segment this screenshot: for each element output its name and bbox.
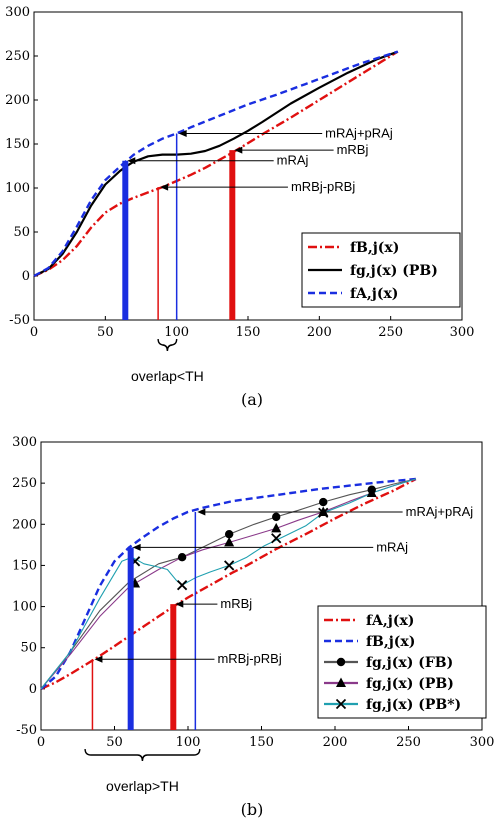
y-tick-label: 300 xyxy=(12,435,37,450)
annotation-label: mRAj+pRAj xyxy=(325,125,393,140)
data-point xyxy=(224,529,234,539)
x-tick-label: 300 xyxy=(450,325,475,340)
y-tick-label: 150 xyxy=(12,558,37,573)
legend-label: fA,j(x) xyxy=(350,286,398,302)
x-tick-label: 100 xyxy=(164,325,189,340)
annotation-arrow-head xyxy=(94,655,103,663)
x-tick-label: 300 xyxy=(470,735,495,750)
series-line-3 xyxy=(40,478,416,690)
annotation-arrow-head xyxy=(160,183,169,191)
x-tick-label: 0 xyxy=(30,325,38,340)
series-line-2 xyxy=(40,478,416,690)
annotation-arrow-head xyxy=(178,129,187,137)
chart-panel-b: 0 50 100 150 200 250 300-50050100150200250300m… xyxy=(12,435,494,819)
annotation-label: mRAj+pRAj xyxy=(406,504,474,519)
annotation-label: mRBj xyxy=(337,142,369,157)
legend-label: fB,j(x) xyxy=(366,634,415,650)
x-tick-label: 150 xyxy=(249,735,274,750)
overlap-brace xyxy=(157,338,178,352)
legend: fA,j(x) fB,j(x) fg,j(x) (FB) fg,j(x) (PB) fg… xyxy=(317,605,487,719)
data-point xyxy=(319,497,328,507)
annotation-arrow-head xyxy=(127,157,136,165)
y-tick-label: 50 xyxy=(20,641,37,656)
annotation-label: mRAj xyxy=(277,153,309,168)
data-point-stroke-b xyxy=(176,580,188,591)
data-point xyxy=(271,533,282,544)
x-tick-label: 0 xyxy=(37,735,45,750)
overlap-label: overlap>TH xyxy=(106,778,179,794)
legend-label: fA,j(x) xyxy=(366,613,414,629)
series-line-1 xyxy=(40,477,416,690)
legend-label: fB,j(x) xyxy=(350,240,399,256)
figure-caption: (a) xyxy=(241,390,263,409)
x-tick-label: 100 xyxy=(176,735,201,750)
legend-marker xyxy=(336,677,346,687)
y-tick-label: 0 xyxy=(22,269,30,284)
x-tick-label: 50 xyxy=(106,735,123,750)
y-tick-label: -50 xyxy=(16,723,37,738)
x-tick-label: 200 xyxy=(323,735,348,750)
figure-caption: (b) xyxy=(241,800,264,819)
legend-label: fg,j(x) (PB) xyxy=(366,676,454,692)
y-tick-label: 100 xyxy=(12,600,37,615)
data-point-stroke-b xyxy=(318,507,329,518)
x-tick-label: 200 xyxy=(307,325,332,340)
data-point-stroke-b xyxy=(224,560,235,571)
legend: fB,j(x) fg,j(x) (PB) fA,j(x) xyxy=(301,232,461,308)
overlap-brace xyxy=(84,748,201,762)
y-tick-label: 100 xyxy=(5,181,30,196)
legend-marker xyxy=(335,698,347,710)
x-tick-label: 250 xyxy=(378,325,403,340)
y-tick-label: 50 xyxy=(13,225,30,240)
annotation-label: mRBj xyxy=(220,596,252,611)
legend-label: fg,j(x) (PB*) xyxy=(366,697,461,713)
data-point xyxy=(176,580,188,591)
x-tick-label: 250 xyxy=(396,735,421,750)
annotation-label: mRBj-pRBj xyxy=(291,179,355,194)
annotation-label: mRBj-pRBj xyxy=(217,651,281,666)
series-line-0 xyxy=(33,50,399,278)
data-point xyxy=(271,522,282,533)
data-point xyxy=(366,487,377,498)
data-point xyxy=(272,512,281,522)
y-tick-label: 300 xyxy=(5,5,30,20)
y-tick-label: -50 xyxy=(9,313,30,328)
legend-marker-stroke-b xyxy=(335,698,347,710)
chart-panel-a: 0 50 100 150 200 250 300-50050100150200250300m… xyxy=(5,5,474,409)
y-tick-label: 250 xyxy=(5,49,30,64)
y-tick-label: 200 xyxy=(12,517,37,532)
annotation-arrow-head xyxy=(175,600,184,608)
y-tick-label: 0 xyxy=(29,682,37,697)
annotation-label: mRAj xyxy=(376,539,408,554)
y-tick-label: 250 xyxy=(12,476,37,491)
y-tick-label: 150 xyxy=(5,137,30,152)
series-line-2 xyxy=(33,50,399,278)
overlap-label: overlap<TH xyxy=(131,368,204,384)
annotation-arrow-head xyxy=(132,543,141,551)
legend-label: fg,j(x) (FB) xyxy=(366,655,453,671)
x-tick-label: 150 xyxy=(236,325,261,340)
annotation-arrow-head xyxy=(197,508,206,516)
data-point xyxy=(224,536,235,547)
data-point xyxy=(318,507,329,518)
data-point xyxy=(177,553,187,562)
legend-label: fg,j(x) (PB) xyxy=(350,263,438,279)
annotation-arrow-head xyxy=(234,146,243,154)
series-line-4 xyxy=(40,478,416,690)
data-point-stroke-b xyxy=(271,533,282,544)
y-tick-label: 200 xyxy=(5,93,30,108)
x-tick-label: 50 xyxy=(97,325,114,340)
legend-marker xyxy=(336,657,346,667)
data-point xyxy=(318,506,329,516)
data-point xyxy=(224,560,235,571)
